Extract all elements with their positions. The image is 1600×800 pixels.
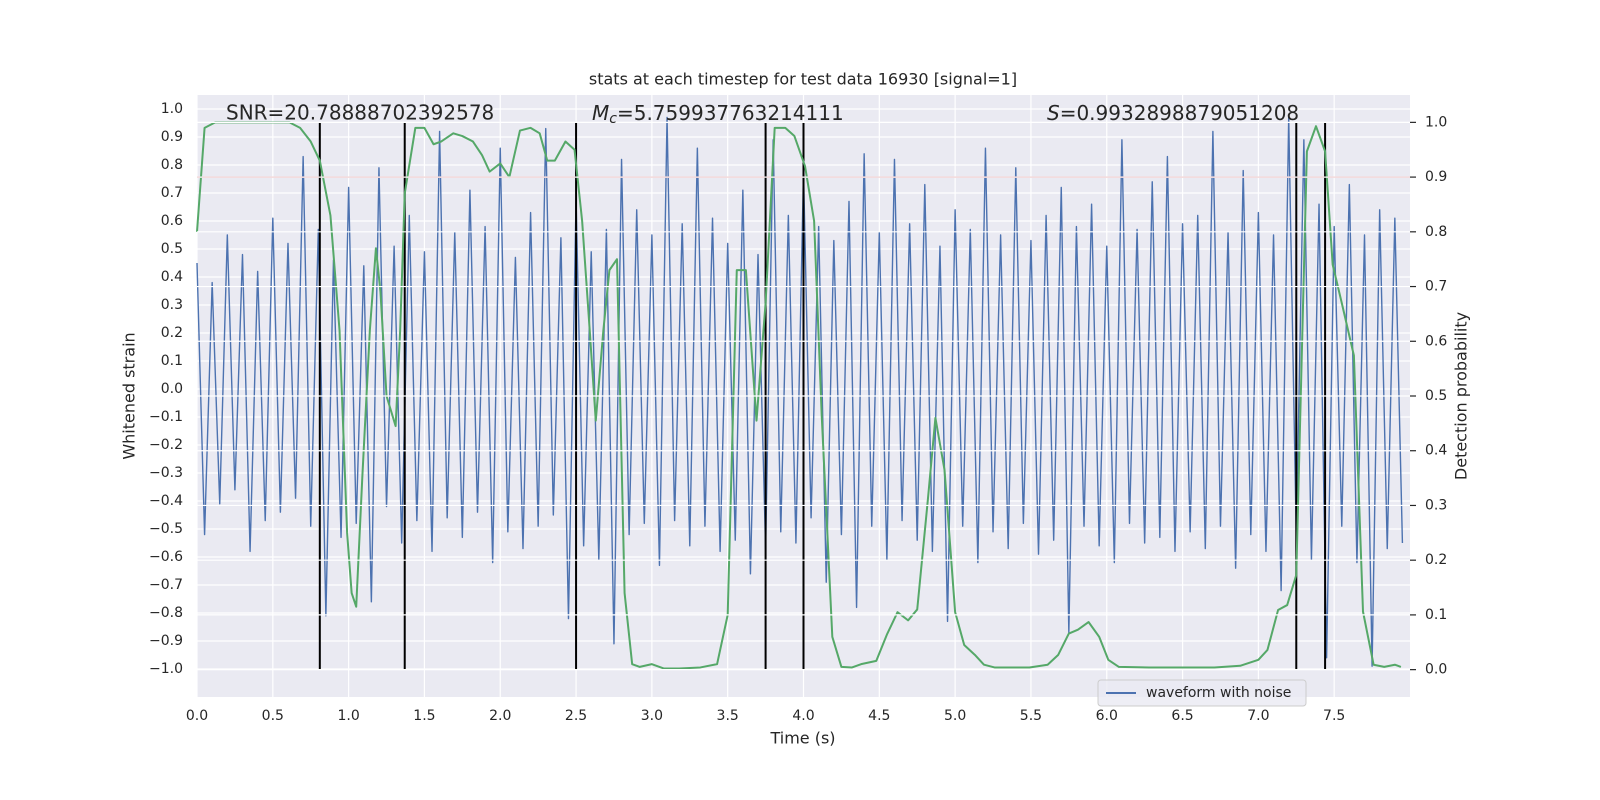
y2-tick-label: 0.8 xyxy=(1425,224,1447,240)
y-tick-label: 0.1 xyxy=(161,353,183,369)
y2-tick-label: 0.3 xyxy=(1425,497,1447,513)
y2-tick-label: 0.6 xyxy=(1425,333,1447,349)
y-tick-label: 0.5 xyxy=(161,241,183,257)
y-tick-label: −0.3 xyxy=(149,465,183,481)
y2-tick-label: 1.0 xyxy=(1425,114,1447,130)
x-tick-label: 0.5 xyxy=(262,708,284,724)
x-tick-label: 5.0 xyxy=(944,708,966,724)
y-tick-label: 0.3 xyxy=(161,297,183,313)
x-tick-label: 4.5 xyxy=(868,708,890,724)
x-tick-label: 0.0 xyxy=(186,708,208,724)
y-tick-label: 0.0 xyxy=(161,381,183,397)
y-tick-label: 0.8 xyxy=(161,157,183,173)
y2-tick-label: 0.0 xyxy=(1425,662,1447,678)
legend-label: waveform with noise xyxy=(1146,685,1291,701)
y-tick-label: −0.8 xyxy=(149,605,183,621)
y-tick-label: −1.0 xyxy=(149,661,183,677)
x-tick-label: 5.5 xyxy=(1020,708,1042,724)
y-tick-label: −0.5 xyxy=(149,521,183,537)
y-tick-label: 0.9 xyxy=(161,129,183,145)
chart-title: stats at each timestep for test data 169… xyxy=(589,70,1017,89)
annotation-symbol: S xyxy=(1047,101,1060,125)
x-tick-label: 2.5 xyxy=(565,708,587,724)
y-tick-label: 1.0 xyxy=(161,101,183,117)
y2-axis-label: Detection probability xyxy=(1452,312,1471,480)
legend-box xyxy=(1097,679,1307,707)
legend: waveform with noise xyxy=(1097,679,1307,707)
y-tick-label: −0.1 xyxy=(149,409,183,425)
y2-tick-label: 0.4 xyxy=(1425,443,1447,459)
annotation-value: =5.759937763214111 xyxy=(617,101,844,125)
y-tick-label: 0.2 xyxy=(161,325,183,341)
x-tick-label: 6.0 xyxy=(1096,708,1118,724)
y2-tick-label: 0.9 xyxy=(1425,169,1447,185)
y-tick-label: −0.2 xyxy=(149,437,183,453)
y2-tick-label: 0.5 xyxy=(1425,388,1447,404)
y-tick-label: 0.4 xyxy=(161,269,183,285)
x-tick-label: 2.0 xyxy=(489,708,511,724)
y-tick-label: −0.4 xyxy=(149,493,183,509)
y-axis-label: Whitened strain xyxy=(120,332,139,459)
y-tick-label: 0.6 xyxy=(161,213,183,229)
x-tick-label: 3.0 xyxy=(641,708,663,724)
x-tick-label: 6.5 xyxy=(1171,708,1193,724)
series-line xyxy=(196,121,1402,670)
y-tick-label: −0.9 xyxy=(149,633,183,649)
y-tick-label: −0.6 xyxy=(149,549,183,565)
x-tick-label: 7.5 xyxy=(1323,708,1345,724)
x-tick-label: 7.0 xyxy=(1247,708,1269,724)
annotation-chirp-mass: Mc=5.759937763214111 xyxy=(592,101,844,128)
x-axis-label: Time (s) xyxy=(769,729,835,748)
x-tick-label: 3.5 xyxy=(717,708,739,724)
y2-tick-label: 0.2 xyxy=(1425,552,1447,568)
x-tick-label: 4.0 xyxy=(792,708,814,724)
y2-tick-label: 0.7 xyxy=(1425,279,1447,295)
annotation-value: =0.9932898879051208 xyxy=(1060,101,1299,125)
y-tick-label: 0.7 xyxy=(161,185,183,201)
annotation-score: S=0.9932898879051208 xyxy=(1047,101,1299,125)
annotation-subscript: c xyxy=(609,111,617,127)
x-tick-label: 1.0 xyxy=(337,708,359,724)
x-tick-label: 1.5 xyxy=(413,708,435,724)
y2-tick-label: 0.1 xyxy=(1425,607,1447,623)
y-tick-label: −0.7 xyxy=(149,577,183,593)
annotation-snr: SNR=20.78888702392578 xyxy=(226,101,494,125)
annotation-symbol: M xyxy=(592,101,609,125)
